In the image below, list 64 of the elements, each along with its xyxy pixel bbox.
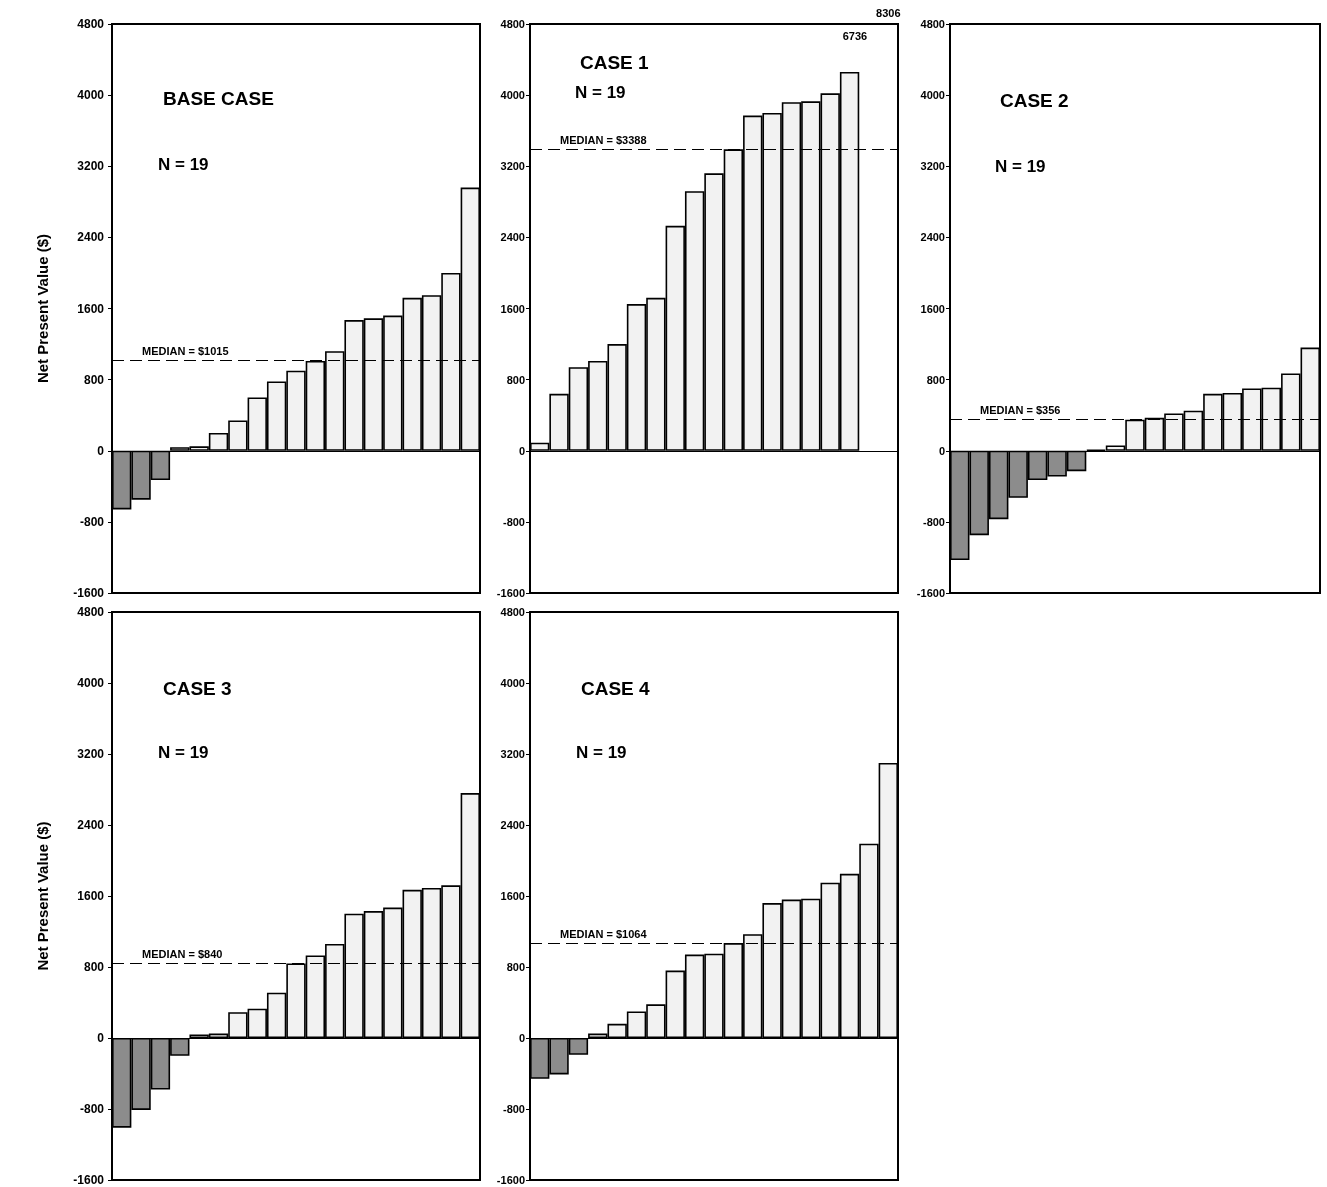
y-tick-label: 3200	[77, 159, 105, 174]
y-tick-label: -800	[502, 1103, 525, 1115]
ref-line-label: MEDIAN = $1015	[142, 345, 229, 358]
y-tick-label: -800	[502, 515, 525, 528]
y-tick-label: 1600	[77, 301, 105, 316]
text: CASE 1	[580, 52, 650, 73]
text: CASE 2	[1000, 90, 1069, 111]
y-tick-label: 800	[83, 960, 105, 974]
y-tick-label: 4000	[500, 89, 525, 102]
text: BASE CASE	[163, 88, 274, 109]
annotation: N = 19	[995, 157, 1046, 176]
y-tick-label: 800	[506, 961, 525, 973]
ref-line-label: MEDIAN = $3388	[560, 134, 647, 147]
y-tick-label: -1600	[916, 587, 945, 599]
y-tick-label: 0	[518, 444, 525, 457]
y-axis-title: Net Present Value ($)	[34, 233, 51, 384]
text: CASE 3	[163, 678, 232, 699]
y-tick-label: 1600	[500, 890, 525, 902]
y-tick-label: 4000	[77, 88, 105, 103]
y-tick-label: 3200	[500, 748, 525, 760]
y-tick-label: 3200	[920, 160, 945, 173]
y-tick-label: -1600	[496, 1174, 525, 1186]
y-tick-label: 3200	[77, 747, 105, 761]
y-tick-label: 4800	[920, 18, 945, 30]
annotation: 6736	[842, 30, 868, 42]
y-tick-label: 0	[97, 1031, 105, 1045]
annotation: N = 19	[158, 743, 209, 762]
y-tick-label: 4800	[77, 605, 105, 619]
y-tick-label: -800	[79, 514, 105, 529]
y-tick-label: 800	[926, 373, 945, 386]
y-tick-label: -800	[79, 1102, 105, 1116]
text: 8306	[876, 7, 901, 19]
y-axis-title: Net Present Value ($)	[34, 821, 51, 971]
y-tick-label: 4000	[77, 676, 105, 690]
y-tick-label: 0	[518, 1032, 525, 1044]
y-tick-label: 2400	[77, 230, 105, 245]
y-tick-label: 4800	[500, 18, 525, 30]
y-tick-label: 2400	[77, 818, 105, 832]
y-tick-label: -1600	[73, 586, 105, 600]
y-tick-label: -1600	[496, 587, 525, 599]
annotation: N = 19	[575, 83, 626, 102]
y-tick-label: 800	[506, 373, 525, 386]
y-tick-label: 1600	[920, 302, 945, 315]
y-tick-label: 4800	[77, 17, 105, 31]
text: CASE 4	[581, 678, 651, 699]
y-tick-label: 2400	[500, 231, 525, 244]
y-tick-label: 1600	[500, 302, 525, 315]
y-tick-label: 4000	[500, 677, 525, 689]
ref-line-label: MEDIAN = $356	[980, 403, 1061, 416]
y-tick-label: 2400	[500, 819, 525, 831]
y-tick-label: 2400	[920, 231, 945, 244]
ref-line-label: MEDIAN = $1064	[560, 928, 648, 941]
annotation: N = 19	[158, 155, 209, 174]
y-tick-label: 0	[938, 444, 945, 457]
y-tick-label: 4000	[920, 89, 945, 102]
ref-line-label: MEDIAN = $840	[142, 947, 223, 960]
y-tick-label: 1600	[77, 889, 105, 903]
y-tick-label: -1600	[73, 1173, 105, 1187]
y-tick-label: 800	[83, 372, 105, 387]
y-tick-label: 4800	[500, 606, 525, 618]
annotation: N = 19	[576, 743, 627, 762]
y-tick-label: 3200	[500, 160, 525, 173]
y-tick-label: 0	[97, 443, 105, 458]
y-tick-label: -800	[922, 515, 945, 528]
